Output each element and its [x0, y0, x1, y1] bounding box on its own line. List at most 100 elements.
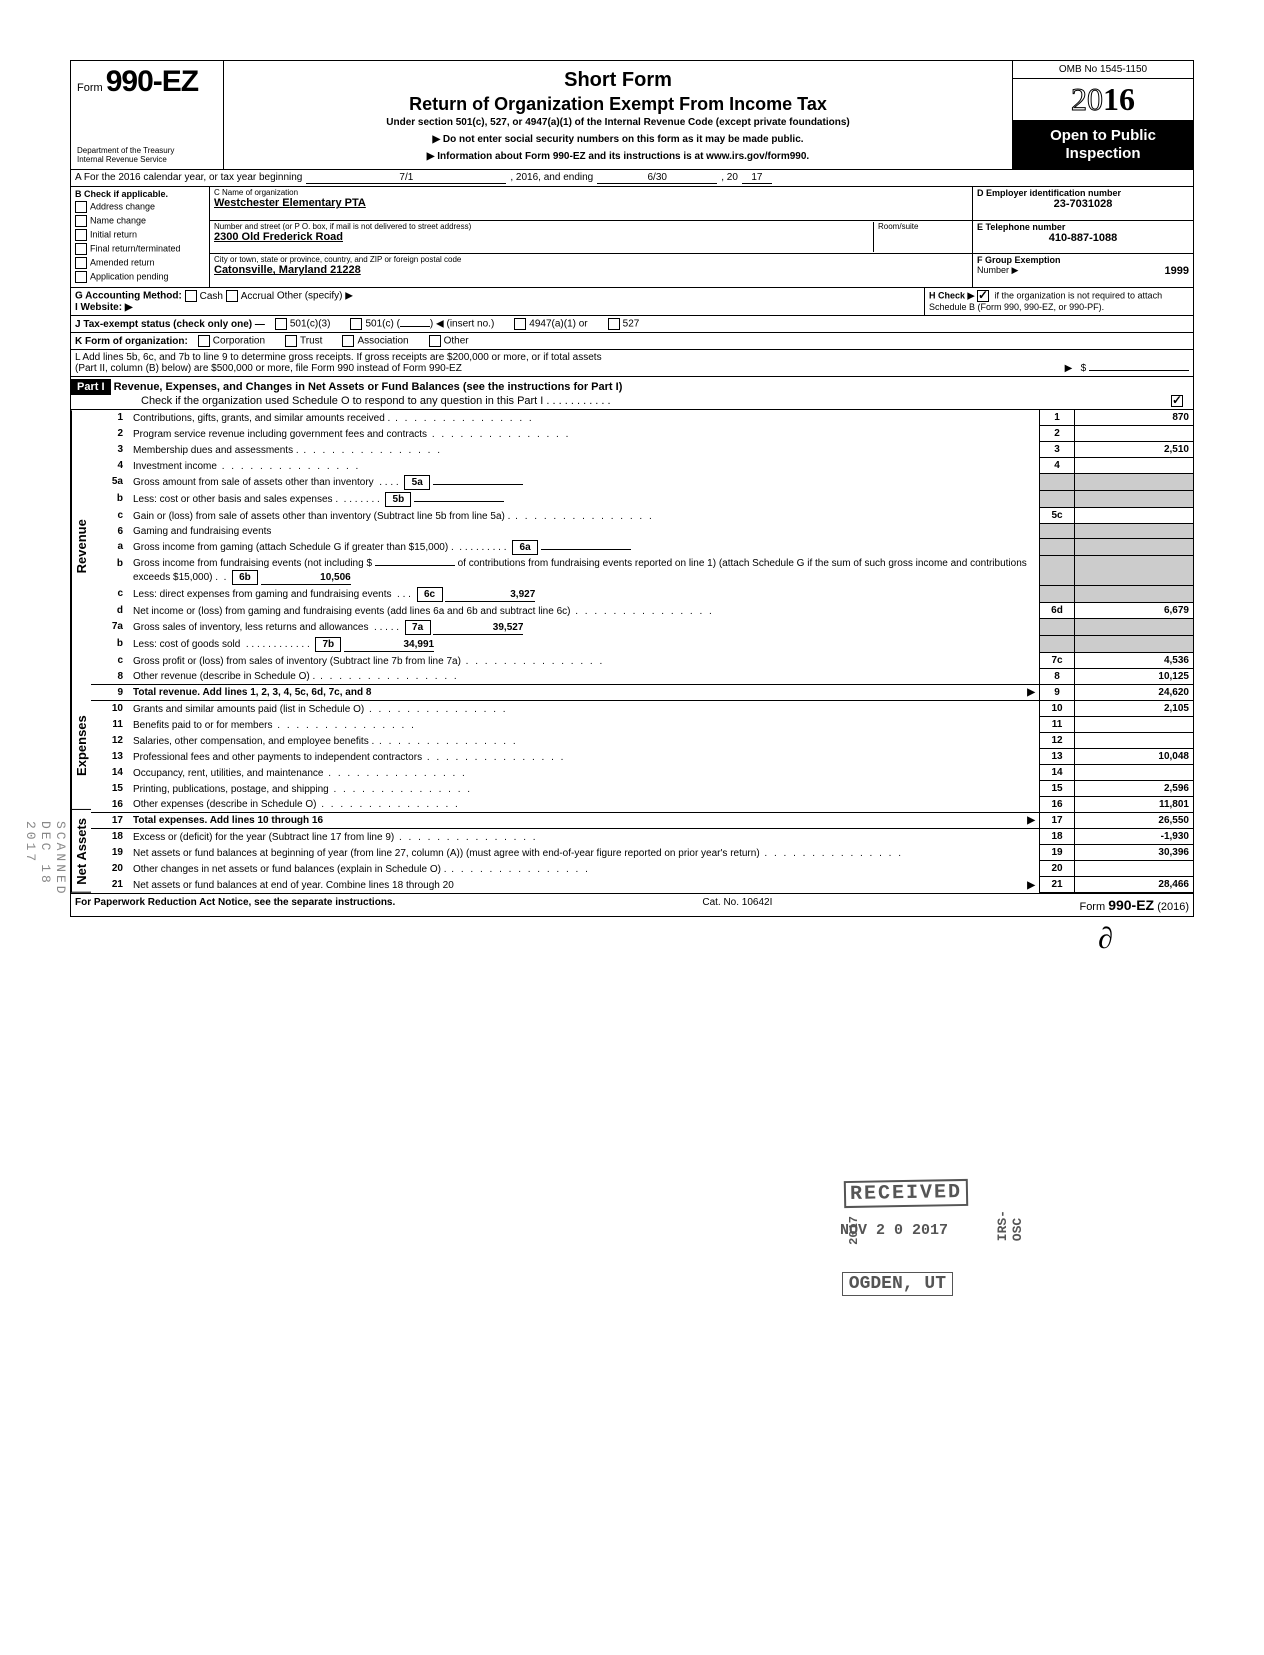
- checkbox-app-pending[interactable]: [75, 271, 87, 283]
- l13-no: 13: [91, 749, 129, 765]
- rowa-mid: , 2016, and ending: [510, 172, 593, 184]
- l6b-desc: Gross income from fundraising events (no…: [133, 558, 372, 569]
- k-other: Other: [444, 336, 469, 347]
- checkbox-initial-return[interactable]: [75, 229, 87, 241]
- c-street-label: Number and street (or P O. box, if mail …: [214, 222, 873, 231]
- k-assoc: Association: [357, 336, 408, 347]
- side-revenue: Revenue: [71, 410, 91, 683]
- rowa-end: 6/30: [597, 172, 717, 184]
- checkbox-trust[interactable]: [285, 335, 297, 347]
- l5c-box: 5c: [1040, 508, 1075, 524]
- checkbox-corp[interactable]: [198, 335, 210, 347]
- checkbox-accrual[interactable]: [226, 290, 238, 302]
- l21-arrow: ▶: [1027, 879, 1035, 892]
- l6b-iv: 10,506: [261, 571, 351, 585]
- l7b-no: b: [91, 636, 129, 653]
- j-527: 527: [623, 319, 640, 330]
- rowa-prefix: A For the 2016 calendar year, or tax yea…: [75, 172, 302, 184]
- b-item-1: Name change: [90, 215, 146, 225]
- side-netassets: Net Assets: [71, 810, 91, 893]
- l6c-gray: [1040, 586, 1075, 603]
- l10-no: 10: [91, 701, 129, 717]
- l-text1: L Add lines 5b, 6c, and 7b to line 9 to …: [75, 352, 1189, 363]
- l3-desc: Membership dues and assessments .: [129, 442, 1040, 458]
- open-line1: Open to Public: [1015, 127, 1191, 145]
- l20-no: 20: [91, 861, 129, 877]
- part1-title: Revenue, Expenses, and Changes in Net As…: [114, 381, 623, 393]
- checkbox-name-change[interactable]: [75, 215, 87, 227]
- l7c-box: 7c: [1040, 653, 1075, 669]
- checkbox-527[interactable]: [608, 318, 620, 330]
- checkbox-501c[interactable]: [350, 318, 362, 330]
- j-501c: 501(c) (: [365, 319, 399, 330]
- l2-desc: Program service revenue including govern…: [129, 426, 1040, 442]
- l8-box: 8: [1040, 669, 1075, 685]
- checkbox-schedule-o[interactable]: [1171, 395, 1183, 407]
- l9-desc: Total revenue. Add lines 1, 2, 3, 4, 5c,…: [133, 687, 371, 698]
- l7a-no: 7a: [91, 619, 129, 636]
- under-section: Under section 501(c), 527, or 4947(a)(1)…: [232, 117, 1004, 128]
- l7b-grayval: [1075, 636, 1194, 653]
- checkbox-schedule-b[interactable]: [977, 290, 989, 302]
- l6d-box: 6d: [1040, 603, 1075, 619]
- l5a-no: 5a: [91, 474, 129, 491]
- j-501c-b: ) ◀ (insert no.): [430, 319, 494, 330]
- dept-treasury: Department of the Treasury Internal Reve…: [77, 147, 217, 165]
- l13-desc: Professional fees and other payments to …: [129, 749, 1040, 765]
- l2-no: 2: [91, 426, 129, 442]
- j-label: J Tax-exempt status (check only one) —: [75, 319, 265, 330]
- l9-box: 9: [1040, 685, 1075, 701]
- b-title: B Check if applicable.: [75, 189, 205, 199]
- l6d-val: 6,679: [1075, 603, 1194, 619]
- footer-center: Cat. No. 10642I: [702, 897, 772, 913]
- year-outline: 20: [1071, 81, 1103, 117]
- checkbox-assoc[interactable]: [342, 335, 354, 347]
- l5b-ib: 5b: [385, 492, 411, 507]
- l1-no: 1: [91, 410, 129, 426]
- l7a-ib: 7a: [405, 620, 431, 635]
- row-l-gross-receipts: L Add lines 5b, 6c, and 7b to line 9 to …: [71, 350, 1193, 377]
- l7c-no: c: [91, 653, 129, 669]
- margin-scan-stamp: SCANNED DEC 18 2017: [23, 821, 68, 916]
- l6b-gray: [1040, 556, 1075, 586]
- col-c-org-info: C Name of organization Westchester Eleme…: [210, 187, 972, 287]
- checkbox-other-org[interactable]: [429, 335, 441, 347]
- form-990ez-label: 990-EZ: [106, 65, 198, 98]
- l8-no: 8: [91, 669, 129, 685]
- l6a-iv: [541, 549, 631, 550]
- l7c-val: 4,536: [1075, 653, 1194, 669]
- col-def: D Employer identification number 23-7031…: [972, 187, 1193, 287]
- l17-arrow: ▶: [1027, 814, 1035, 827]
- l7a-gray: [1040, 619, 1075, 636]
- checkbox-cash[interactable]: [185, 290, 197, 302]
- l-arrow: ▶: [1065, 363, 1073, 374]
- l6-no: 6: [91, 524, 129, 539]
- l21-desc: Net assets or fund balances at end of ye…: [133, 880, 454, 891]
- l6c-desc: Less: direct expenses from gaming and fu…: [133, 589, 391, 600]
- ssn-warning: ▶ Do not enter social security numbers o…: [232, 134, 1004, 145]
- l13-box: 13: [1040, 749, 1075, 765]
- l18-box: 18: [1040, 829, 1075, 845]
- l4-no: 4: [91, 458, 129, 474]
- l7a-grayval: [1075, 619, 1194, 636]
- l5b-gray: [1040, 491, 1075, 508]
- l11-desc: Benefits paid to or for members: [129, 717, 1040, 733]
- row-g-accounting: G Accounting Method: Cash Accrual Other …: [71, 288, 1193, 316]
- checkbox-501c3[interactable]: [275, 318, 287, 330]
- info-link: ▶ Information about Form 990-EZ and its …: [232, 151, 1004, 162]
- checkbox-4947[interactable]: [514, 318, 526, 330]
- rowa-yr: 17: [742, 172, 772, 184]
- stamp-date: NOV 2 0 2017: [840, 1222, 948, 1239]
- room-suite-label: Room/suite: [878, 222, 968, 231]
- checkbox-amended[interactable]: [75, 257, 87, 269]
- l19-box: 19: [1040, 845, 1075, 861]
- checkbox-address-change[interactable]: [75, 201, 87, 213]
- part1-check-line: Check if the organization used Schedule …: [141, 395, 611, 407]
- part1-table: 1 Contributions, gifts, grants, and simi…: [91, 410, 1193, 893]
- handwritten-initial: ∂: [1098, 922, 1113, 956]
- l17-val: 26,550: [1075, 813, 1194, 829]
- l5a-desc: Gross amount from sale of assets other t…: [133, 477, 374, 488]
- l5a-grayval: [1075, 474, 1194, 491]
- checkbox-final-return[interactable]: [75, 243, 87, 255]
- l3-val: 2,510: [1075, 442, 1194, 458]
